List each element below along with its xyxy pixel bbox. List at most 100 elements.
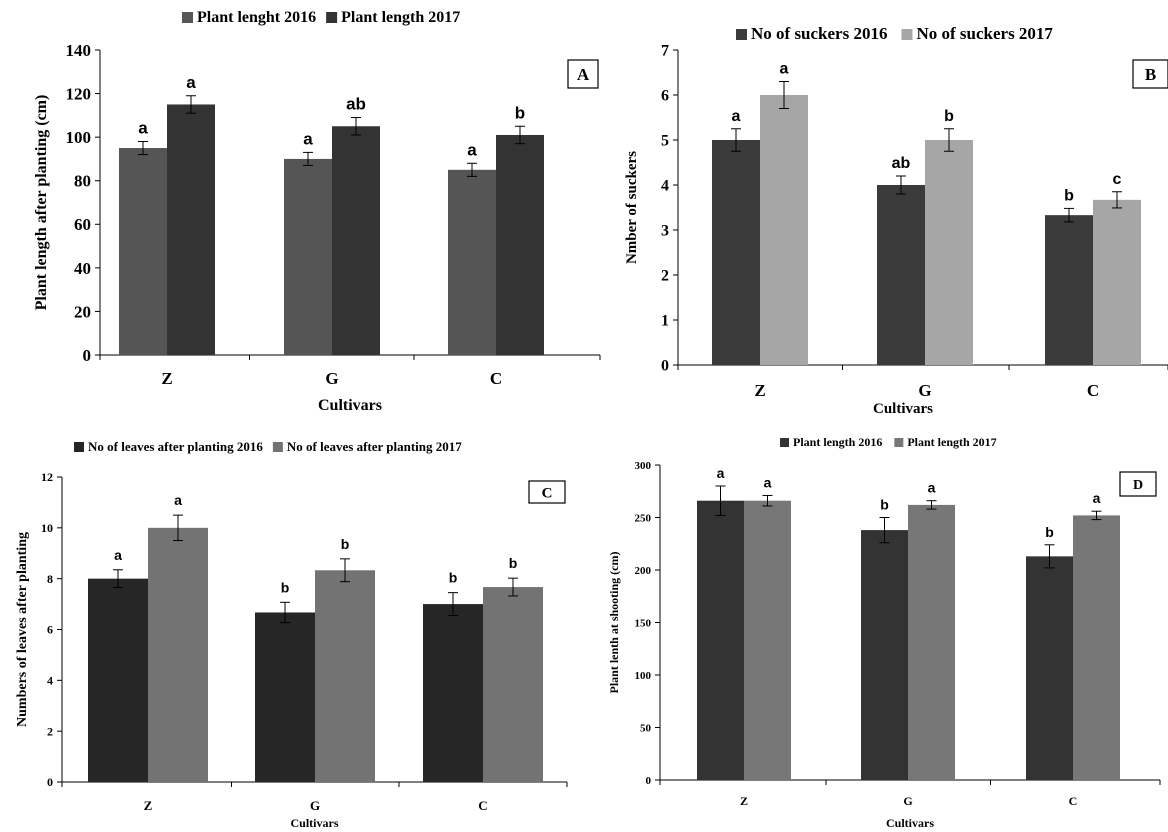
y-tick-label: 8 <box>47 572 53 586</box>
y-tick-label: 10 <box>41 521 53 535</box>
significance-label: a <box>114 547 122 563</box>
bar-c-series-2 <box>496 134 544 355</box>
x-tick-label: Z <box>144 798 153 813</box>
y-axis-title: Nmber of suckers <box>624 151 640 264</box>
y-tick-label: 50 <box>640 722 652 734</box>
legend-swatch <box>272 442 283 452</box>
bar-g-series-1 <box>255 612 315 782</box>
y-tick-label: 200 <box>635 565 652 577</box>
bar-c-series-1 <box>1026 556 1073 780</box>
x-tick-label: G <box>310 798 320 813</box>
bar-g-series-1 <box>861 530 908 780</box>
y-tick-label: 120 <box>66 85 92 104</box>
x-tick-label: Z <box>161 369 172 388</box>
x-tick-label: G <box>903 794 912 808</box>
legend-swatch <box>901 29 913 40</box>
bar-g-series-2 <box>315 570 375 782</box>
legend-entry: No of leaves after planting 2016 <box>88 439 263 454</box>
panel-letter: C <box>542 485 553 501</box>
x-tick-label: C <box>478 798 487 813</box>
chart-panel-a: 020406080100120140aaZaabGabCCultivarsPla… <box>33 9 601 414</box>
legend-swatch <box>736 29 747 40</box>
y-tick-label: 0 <box>83 346 92 365</box>
legend-entry: Plant lenght 2016 <box>197 9 316 26</box>
legend-entry: Plant length 2017 <box>907 435 996 449</box>
y-tick-label: 140 <box>66 41 92 60</box>
panel-letter: D <box>1133 478 1143 493</box>
y-axis-title: Plant length after planting (cm) <box>33 95 50 311</box>
significance-label: a <box>717 465 725 481</box>
y-tick-label: 20 <box>74 302 91 321</box>
y-tick-label: 1 <box>661 313 669 330</box>
x-tick-label: G <box>325 369 338 388</box>
panel-letter-box <box>567 59 599 89</box>
bar-c-series-1 <box>448 169 496 355</box>
significance-label: a <box>764 474 772 490</box>
y-tick-label: 6 <box>661 88 669 105</box>
y-tick-label: 40 <box>74 259 91 278</box>
bar-c-series-1 <box>1045 215 1093 365</box>
legend-swatch <box>182 12 193 23</box>
bar-g-series-2 <box>925 140 973 365</box>
y-tick-label: 100 <box>635 670 652 682</box>
chart-panel-b: 0 1 2 3 4 5 6 7 a a Zab b Gb c C Cultivars Nmber of suck… <box>624 24 1168 417</box>
y-tick-label: 60 <box>74 215 91 234</box>
y-axis-title: Numbers of leaves after planting <box>15 532 30 727</box>
y-axis-title: Plant lenth at shooting (cm) <box>607 552 621 694</box>
bar-z-series-1 <box>712 140 760 365</box>
y-tick-label: 150 <box>635 617 652 629</box>
y-tick-label: 2 <box>661 268 669 285</box>
y-tick-label: 80 <box>74 172 91 191</box>
panel-letter-box <box>1132 59 1168 89</box>
x-tick-label: C <box>1087 381 1099 400</box>
y-tick-label: 7 <box>661 43 669 60</box>
significance-label: b <box>509 555 518 571</box>
legend-swatch <box>780 438 789 447</box>
significance-label: b <box>281 579 290 595</box>
significance-label: a <box>732 108 741 125</box>
x-axis-title: Cultivars <box>291 816 339 830</box>
significance-label: a <box>303 129 313 148</box>
y-tick-label: 300 <box>635 460 652 472</box>
significance-label: b <box>1045 524 1054 540</box>
bar-z-series-2 <box>148 527 208 782</box>
y-tick-label: 250 <box>635 512 652 524</box>
legend-entry: No of suckers 2016 <box>751 24 887 43</box>
panel-letter: B <box>1145 65 1156 84</box>
bar-z-series-1 <box>119 148 167 355</box>
significance-label: ab <box>892 155 911 172</box>
x-axis-title: Cultivars <box>318 397 382 414</box>
significance-label: b <box>515 103 525 122</box>
y-tick-label: 100 <box>66 128 92 147</box>
y-tick-label: 5 <box>661 133 669 150</box>
panel-letter-box <box>1119 471 1157 497</box>
significance-label: b <box>1064 187 1074 204</box>
bar-g-series-2 <box>908 504 955 780</box>
y-tick-label: 3 <box>661 223 669 240</box>
significance-label: ab <box>346 95 366 114</box>
chart-panel-c: 0 2 4 6 8 10 12 a a Zb b Gb b C Cultivars Numbers of le… <box>15 439 568 830</box>
bar-c-series-2 <box>1073 515 1120 780</box>
significance-label: a <box>174 492 182 508</box>
x-tick-label: C <box>490 369 502 388</box>
panel-letter: A <box>577 65 590 84</box>
significance-label: a <box>186 73 196 92</box>
x-tick-label: C <box>1069 794 1078 808</box>
x-axis-title: Cultivars <box>886 816 934 830</box>
legend-swatch <box>74 442 84 452</box>
y-tick-label: 2 <box>47 724 53 738</box>
significance-label: c <box>1113 171 1122 188</box>
x-axis-title: Cultivars <box>873 401 933 417</box>
bar-g-series-1 <box>877 185 925 365</box>
legend-swatch <box>894 438 904 447</box>
significance-label: a <box>780 61 789 78</box>
chart-panel-d: 0 50 100 150 200 250 300 a a Zb a Gb a C Cultivars Plan… <box>607 435 1161 830</box>
y-tick-label: 4 <box>661 178 669 195</box>
legend-entry: No of suckers 2017 <box>916 24 1053 43</box>
bar-g-series-1 <box>284 158 332 355</box>
significance-label: a <box>467 140 477 159</box>
x-tick-label: G <box>918 381 931 400</box>
x-tick-label: Z <box>754 381 765 400</box>
significance-label: b <box>449 570 458 586</box>
